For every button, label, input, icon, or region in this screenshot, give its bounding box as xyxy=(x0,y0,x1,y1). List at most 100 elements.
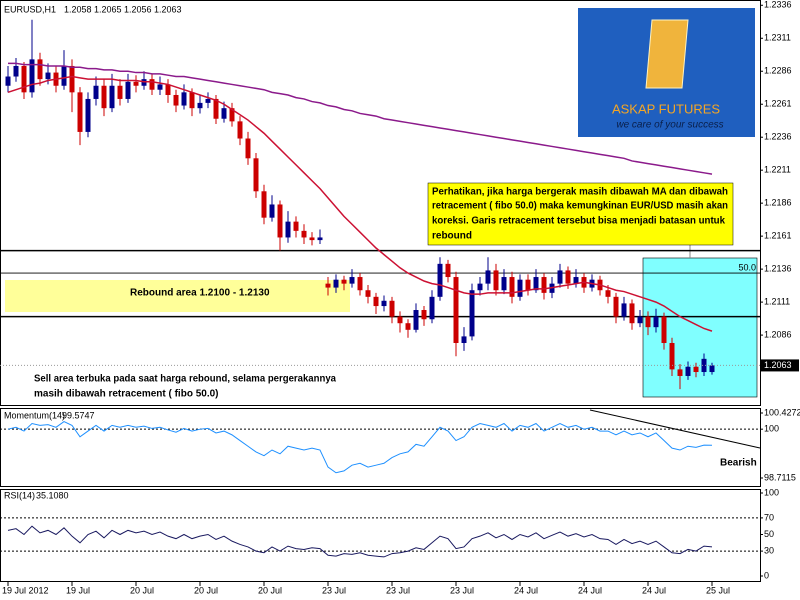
y-tick-label: 30 xyxy=(764,545,774,555)
candle-body xyxy=(357,277,363,291)
x-tick-label: 20 Jul xyxy=(258,585,282,595)
candle-body xyxy=(381,300,387,307)
candle-body xyxy=(685,366,691,376)
candle-body xyxy=(5,76,11,86)
candle-body xyxy=(229,108,235,122)
note-line: koreksi. Garis retracement tersebut bisa… xyxy=(432,216,725,227)
candle-body xyxy=(437,263,443,297)
x-tick-label: 20 Jul xyxy=(194,585,218,595)
y-tick-label: 1.2186 xyxy=(764,198,792,208)
candle-body xyxy=(341,279,347,284)
x-tick-label: 23 Jul xyxy=(322,585,346,595)
note-line: rebound xyxy=(432,231,472,242)
candle-body xyxy=(189,92,195,109)
note-line: Perhatikan, jika harga bergerak masih di… xyxy=(432,187,728,198)
momentum-title: Momentum(14) xyxy=(4,410,65,420)
candle-body xyxy=(109,85,115,109)
candle-body xyxy=(645,316,651,328)
candle-body xyxy=(301,230,307,238)
momentum-value: 99.5747 xyxy=(62,410,95,420)
x-tick-label: 23 Jul xyxy=(386,585,410,595)
candle-body xyxy=(677,369,683,376)
candle-body xyxy=(309,237,315,241)
candle-body xyxy=(333,279,339,288)
candle-body xyxy=(637,316,643,324)
price-tag xyxy=(761,359,799,372)
candle-body xyxy=(477,283,483,291)
candle-body xyxy=(133,81,139,86)
candle-body xyxy=(125,81,131,99)
candle-body xyxy=(445,263,451,278)
candle-body xyxy=(213,98,219,119)
candle-body xyxy=(261,191,267,218)
candle-body xyxy=(669,342,675,370)
y-tick-label: 100.4272 xyxy=(764,407,800,417)
candle-body xyxy=(517,279,523,297)
last-open: 1.2058 xyxy=(64,4,92,14)
candle-body xyxy=(165,84,171,95)
candle-body xyxy=(493,270,499,291)
candle-body xyxy=(613,296,619,317)
logo: ASKAP FUTURES we care of your success xyxy=(578,8,755,137)
candle-body xyxy=(237,121,243,139)
candle-body xyxy=(101,85,107,109)
candle-body xyxy=(221,108,227,119)
y-tick-label: 98.7115 xyxy=(764,472,796,482)
last-close: 1.2063 xyxy=(154,4,182,14)
candle-body xyxy=(349,277,355,284)
candle-body xyxy=(69,65,75,93)
last-low: 1.2056 xyxy=(124,4,152,14)
candle-body xyxy=(557,270,563,284)
rsi-panel xyxy=(0,489,761,582)
candle-body xyxy=(533,277,539,291)
y-tick-label: 70 xyxy=(764,512,774,522)
moving-average xyxy=(7,75,713,332)
candle-body xyxy=(325,283,331,288)
indicator-line xyxy=(7,421,713,474)
momentum-panel xyxy=(0,408,761,487)
sell-note-line: masih dibawah retracement ( fibo 50.0) xyxy=(34,389,219,400)
candle-body xyxy=(93,85,99,99)
y-tick-label: 1.2161 xyxy=(764,231,792,241)
y-tick-label: 1.2111 xyxy=(764,296,790,306)
rsi-value: 35.1080 xyxy=(36,490,69,500)
candle-body xyxy=(373,296,379,307)
x-tick-label: 23 Jul xyxy=(450,585,474,595)
logo-name: ASKAP FUTURES xyxy=(612,101,720,116)
fibo-label: 50.0 xyxy=(738,262,756,272)
last-high: 1.2065 xyxy=(94,4,122,14)
indicator-line xyxy=(7,525,713,558)
logo-slogan: we care of your success xyxy=(616,120,723,131)
candle-body xyxy=(501,277,507,291)
moving-average xyxy=(8,62,713,175)
candle-body xyxy=(85,98,91,132)
x-tick-label: 25 Jul xyxy=(706,585,730,595)
y-tick-label: 1.2086 xyxy=(764,329,792,339)
candle-body xyxy=(13,65,19,77)
candle-body xyxy=(173,94,179,106)
candle-body xyxy=(117,85,123,99)
candle-body xyxy=(269,204,275,218)
rebound-label: Rebound area 1.2100 - 1.2130 xyxy=(130,288,270,299)
y-tick-label: 1.2311 xyxy=(764,33,791,43)
note-line: retracement ( fibo 50.0) maka kemungkina… xyxy=(432,201,728,212)
candle-body xyxy=(29,59,35,93)
y-tick-label: 1.2236 xyxy=(764,132,792,142)
candle-body xyxy=(77,92,83,132)
annotations: Perhatikan, jika harga bergerak masih di… xyxy=(4,4,757,500)
x-tick-label: 24 Jul xyxy=(642,585,666,595)
candle-body xyxy=(565,270,571,284)
symbol-title: EURUSD,H1 xyxy=(4,4,56,14)
candle-body xyxy=(485,270,491,284)
logo-card xyxy=(645,19,689,89)
candle-body xyxy=(653,316,659,328)
plot-area: 1.2336 1.2311 1.2286 1.2261 1.2236 1.2211 1.21… xyxy=(0,0,800,580)
x-tick-label: 19 Jul xyxy=(66,585,90,595)
candle-body xyxy=(525,279,531,291)
y-tick-label: 100 xyxy=(764,487,779,497)
candle-body xyxy=(469,290,475,337)
x-tick-label: 20 Jul xyxy=(130,585,154,595)
note-box xyxy=(427,182,734,246)
candle-body xyxy=(461,336,467,343)
